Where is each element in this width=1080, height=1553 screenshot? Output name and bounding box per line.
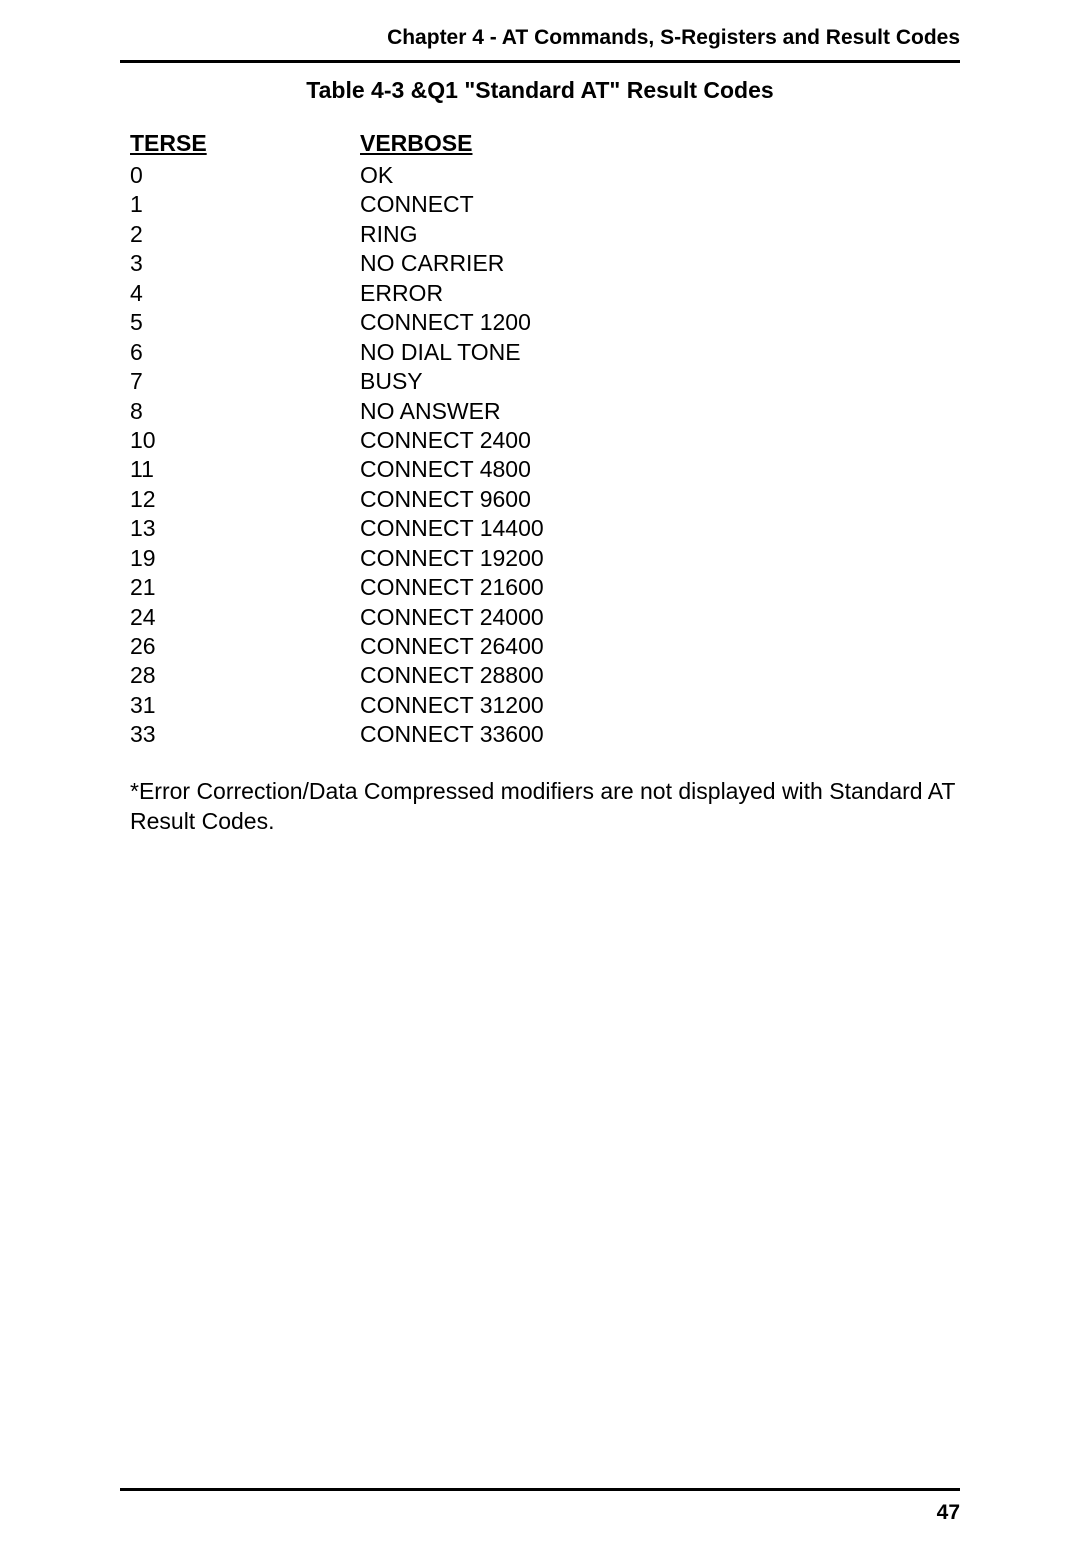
terse-cell: 28 bbox=[130, 661, 360, 690]
table-row: 12CONNECT 9600 bbox=[130, 485, 960, 514]
terse-cell: 26 bbox=[130, 632, 360, 661]
verbose-cell: NO CARRIER bbox=[360, 249, 960, 278]
rows-container: 0OK1CONNECT2RING3NO CARRIER4ERROR5CONNEC… bbox=[130, 161, 960, 750]
verbose-column-header: VERBOSE bbox=[360, 130, 960, 157]
footnote-text: *Error Correction/Data Compressed modifi… bbox=[120, 776, 960, 837]
terse-cell: 4 bbox=[130, 279, 360, 308]
verbose-cell: CONNECT 28800 bbox=[360, 661, 960, 690]
terse-cell: 21 bbox=[130, 573, 360, 602]
table-title: Table 4-3 &Q1 "Standard AT" Result Codes bbox=[120, 77, 960, 104]
terse-cell: 33 bbox=[130, 720, 360, 749]
terse-cell: 7 bbox=[130, 367, 360, 396]
table-row: 10CONNECT 2400 bbox=[130, 426, 960, 455]
verbose-cell: CONNECT 21600 bbox=[360, 573, 960, 602]
terse-cell: 3 bbox=[130, 249, 360, 278]
table-row: 6NO DIAL TONE bbox=[130, 338, 960, 367]
terse-cell: 2 bbox=[130, 220, 360, 249]
verbose-cell: OK bbox=[360, 161, 960, 190]
verbose-cell: CONNECT 4800 bbox=[360, 455, 960, 484]
chapter-header: Chapter 4 - AT Commands, S-Registers and… bbox=[120, 26, 960, 63]
verbose-cell: CONNECT 14400 bbox=[360, 514, 960, 543]
terse-cell: 11 bbox=[130, 455, 360, 484]
terse-cell: 24 bbox=[130, 603, 360, 632]
terse-cell: 10 bbox=[130, 426, 360, 455]
verbose-cell: CONNECT 33600 bbox=[360, 720, 960, 749]
bottom-border bbox=[120, 1488, 960, 1491]
table-row: 11CONNECT 4800 bbox=[130, 455, 960, 484]
table-row: 19CONNECT 19200 bbox=[130, 544, 960, 573]
terse-cell: 1 bbox=[130, 190, 360, 219]
page-container: Chapter 4 - AT Commands, S-Registers and… bbox=[0, 0, 1080, 836]
terse-cell: 13 bbox=[130, 514, 360, 543]
terse-cell: 6 bbox=[130, 338, 360, 367]
terse-column-header: TERSE bbox=[130, 130, 360, 157]
table-row: 31CONNECT 31200 bbox=[130, 691, 960, 720]
verbose-cell: CONNECT 24000 bbox=[360, 603, 960, 632]
table-row: 21CONNECT 21600 bbox=[130, 573, 960, 602]
terse-cell: 5 bbox=[130, 308, 360, 337]
table-row: 8NO ANSWER bbox=[130, 397, 960, 426]
verbose-cell: BUSY bbox=[360, 367, 960, 396]
table-row: 1CONNECT bbox=[130, 190, 960, 219]
column-headers: TERSE VERBOSE bbox=[130, 130, 960, 157]
table-row: 28CONNECT 28800 bbox=[130, 661, 960, 690]
table-row: 13CONNECT 14400 bbox=[130, 514, 960, 543]
table-row: 26CONNECT 26400 bbox=[130, 632, 960, 661]
verbose-cell: CONNECT 2400 bbox=[360, 426, 960, 455]
verbose-cell: CONNECT bbox=[360, 190, 960, 219]
verbose-cell: RING bbox=[360, 220, 960, 249]
verbose-cell: NO DIAL TONE bbox=[360, 338, 960, 367]
table-row: 24CONNECT 24000 bbox=[130, 603, 960, 632]
terse-cell: 0 bbox=[130, 161, 360, 190]
verbose-cell: CONNECT 19200 bbox=[360, 544, 960, 573]
verbose-cell: ERROR bbox=[360, 279, 960, 308]
table-row: 3NO CARRIER bbox=[130, 249, 960, 278]
verbose-cell: NO ANSWER bbox=[360, 397, 960, 426]
terse-cell: 12 bbox=[130, 485, 360, 514]
terse-cell: 8 bbox=[130, 397, 360, 426]
table-row: 7BUSY bbox=[130, 367, 960, 396]
table-wrapper: TERSE VERBOSE 0OK1CONNECT2RING3NO CARRIE… bbox=[120, 130, 960, 750]
terse-cell: 31 bbox=[130, 691, 360, 720]
table-row: 5CONNECT 1200 bbox=[130, 308, 960, 337]
terse-cell: 19 bbox=[130, 544, 360, 573]
table-row: 2RING bbox=[130, 220, 960, 249]
verbose-cell: CONNECT 31200 bbox=[360, 691, 960, 720]
verbose-cell: CONNECT 1200 bbox=[360, 308, 960, 337]
page-number: 47 bbox=[937, 1501, 960, 1525]
table-row: 4ERROR bbox=[130, 279, 960, 308]
table-row: 33CONNECT 33600 bbox=[130, 720, 960, 749]
verbose-cell: CONNECT 9600 bbox=[360, 485, 960, 514]
table-row: 0OK bbox=[130, 161, 960, 190]
verbose-cell: CONNECT 26400 bbox=[360, 632, 960, 661]
